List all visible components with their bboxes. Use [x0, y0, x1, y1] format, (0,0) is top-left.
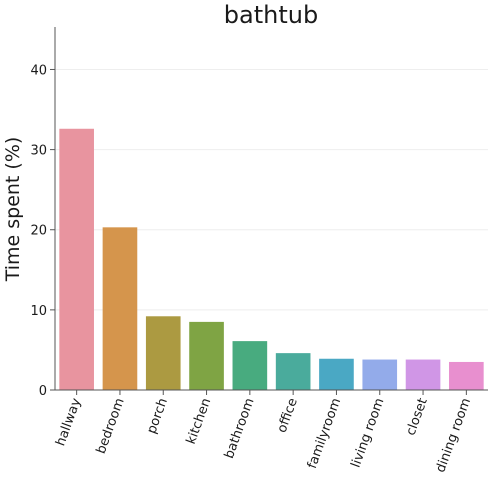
x-tick-label: kitchen: [184, 396, 214, 446]
y-tick-label: 40: [30, 63, 47, 78]
bar-dining-room: [449, 361, 484, 390]
x-tick-label: porch: [144, 396, 171, 436]
bar-bathroom: [232, 341, 268, 390]
bar-office: [275, 353, 311, 390]
chart-title: bathtub: [224, 1, 318, 29]
y-axis-title: Time spent (%): [2, 137, 24, 283]
x-ticks: hallway bedroom porch kitchen bathroom office…: [53, 390, 474, 475]
bar-kitchen: [189, 321, 224, 390]
x-tick-label: office: [275, 396, 301, 435]
y-tick-label: 20: [30, 224, 47, 239]
bar-porch: [145, 316, 181, 390]
x-tick-label: living room: [349, 396, 388, 470]
bar-familyroom: [319, 358, 354, 390]
bars: [59, 128, 484, 390]
x-tick-label: closet: [404, 396, 431, 437]
y-ticks: 0 10 20 30 40: [30, 63, 55, 399]
x-tick-label: hallway: [53, 396, 84, 448]
y-tick-label: 30: [30, 144, 47, 159]
x-tick-label: familyroom: [305, 396, 344, 470]
bar-bedroom: [102, 227, 138, 390]
x-tick-label: bedroom: [94, 396, 128, 456]
y-tick-label: 10: [30, 304, 47, 319]
x-tick-label: dining room: [433, 396, 474, 474]
bar-living-room: [362, 359, 398, 390]
bar-closet: [405, 359, 441, 390]
y-tick-label: 0: [39, 384, 47, 399]
x-tick-label: bathroom: [222, 396, 258, 461]
bar-hallway: [59, 128, 94, 390]
